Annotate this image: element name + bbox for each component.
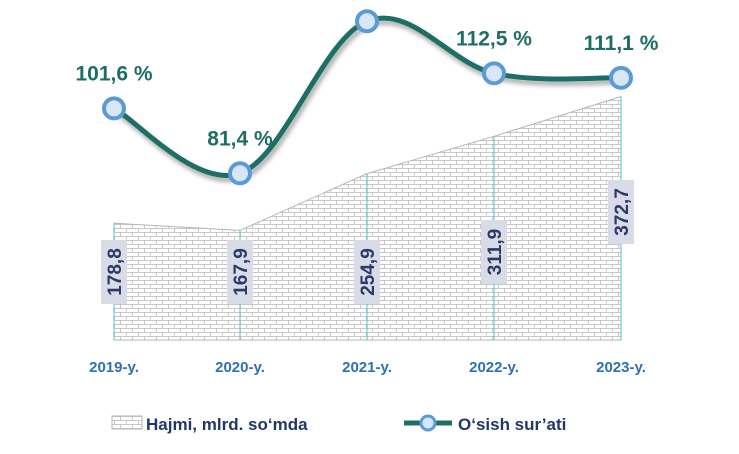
volume-label-bg [227,240,253,304]
volume-label-text: 167,9 [231,248,252,296]
growth-label: 81,4 % [207,127,273,150]
category-label: 2022-y. [469,359,519,376]
x-axis-tick-labels: 2019-y. 2020-y. 2021-y. 2022-y. 2023-y. [89,359,646,376]
volume-label: 167,9 [227,240,253,304]
volume-label-text: 254,9 [358,248,379,296]
volume-label-bg [354,240,380,304]
line-marker [228,161,252,186]
volume-label: 178,8 [101,240,127,304]
volume-label: 254,9 [354,240,380,304]
legend-line-marker [419,414,437,432]
volume-value-labels: 178,8 167,9 254,9 311,9 372,7 [101,180,634,304]
volume-label-text: 178,8 [105,248,126,296]
line-marker [102,96,126,121]
line-marker [609,65,633,90]
volume-label: 372,7 [608,180,634,244]
volume-label-bg [608,180,634,244]
growth-label: 111,1 % [584,32,659,55]
line-marker [355,9,379,34]
legend: Hajmi, mlrd. so‘mda O‘sish sur’ati [111,414,566,434]
category-label: 2020-y. [215,359,265,376]
growth-value-labels: 101,6 %81,4 %128,7 %112,5 %111,1 % [75,27,659,150]
volume-label-bg [481,220,507,284]
legend-area-swatch [111,415,143,430]
category-label: 2019-y. [89,359,139,376]
legend-line-label: O‘sish sur’ati [458,415,566,434]
category-label: 2023-y. [596,359,646,376]
line-marker [482,61,506,86]
legend-area-label: Hajmi, mlrd. so‘mda [146,415,308,434]
volume-label-text: 372,7 [612,188,633,236]
volume-label-bg [101,240,127,304]
line-markers [102,9,633,186]
growth-label: 112,5 % [456,27,532,50]
volume-label: 311,9 [481,220,507,284]
volume-label-text: 311,9 [485,229,506,276]
category-label: 2021-y. [342,359,392,376]
growth-label: 101,6 % [75,62,152,85]
